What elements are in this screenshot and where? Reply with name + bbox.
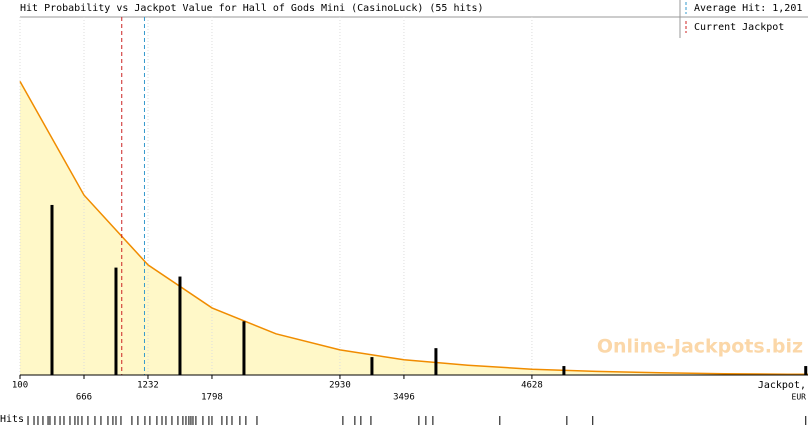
x-axis-label: EUR: [792, 393, 807, 402]
density-area: [20, 81, 808, 376]
x-tick-label: 2930: [329, 381, 351, 391]
x-tick-label: 100: [12, 381, 28, 391]
x-tick-label: 666: [76, 393, 92, 403]
bar: [242, 321, 246, 375]
bar: [434, 348, 438, 375]
chart-title: Hit Probability vs Jackpot Value for Hal…: [20, 3, 484, 14]
x-tick-label: 1798: [201, 393, 223, 403]
legend-label: Current Jackpot: [694, 22, 784, 33]
x-axis-label: Jackpot,: [758, 380, 806, 391]
bar: [804, 366, 808, 375]
watermark: Online-Jackpots.biz: [597, 336, 803, 358]
bar: [114, 267, 118, 375]
bar: [370, 357, 374, 375]
x-tick-label: 3496: [393, 393, 415, 403]
x-tick-label: 4628: [521, 381, 543, 391]
bar: [562, 366, 566, 375]
bar: [50, 204, 54, 375]
hits-label: Hits: [0, 414, 24, 425]
legend-label: Average Hit: 1,201: [694, 3, 802, 14]
bar: [178, 276, 182, 375]
x-tick-label: 1232: [137, 381, 159, 391]
